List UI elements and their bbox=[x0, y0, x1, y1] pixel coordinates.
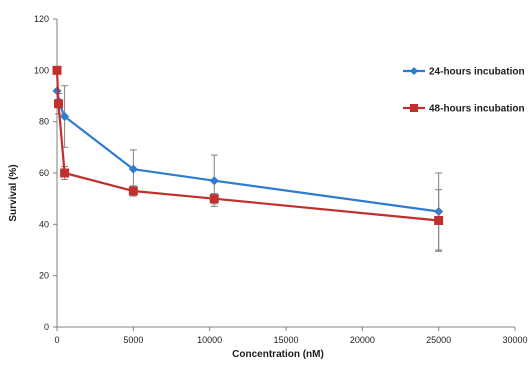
x-tick-label: 15000 bbox=[273, 335, 298, 345]
data-point bbox=[434, 215, 444, 225]
x-tick-label: 25000 bbox=[426, 335, 451, 345]
x-tick-label: 5000 bbox=[123, 335, 143, 345]
legend-label: 48-hours incubation bbox=[429, 104, 525, 115]
data-point bbox=[60, 168, 70, 178]
data-point bbox=[60, 112, 70, 122]
y-tick-label: 0 bbox=[44, 322, 49, 332]
y-tick-label: 60 bbox=[39, 168, 49, 178]
x-tick-label: 10000 bbox=[197, 335, 222, 345]
series-line bbox=[55, 90, 439, 213]
series-1 bbox=[52, 85, 444, 251]
legend-item: 24-hours incubation bbox=[403, 67, 525, 78]
series-line bbox=[55, 70, 439, 222]
y-axis-title: Survival (%) bbox=[8, 164, 19, 221]
series-layer bbox=[52, 65, 444, 252]
data-point bbox=[54, 99, 64, 109]
y-tick-label: 40 bbox=[39, 219, 49, 229]
y-tick-label: 80 bbox=[39, 117, 49, 127]
data-point bbox=[52, 65, 62, 75]
legend-item: 48-hours incubation bbox=[403, 104, 525, 115]
x-tick-label: 0 bbox=[54, 335, 59, 345]
y-tick-label: 100 bbox=[34, 65, 49, 75]
legend-label: 24-hours incubation bbox=[429, 67, 525, 78]
data-point bbox=[128, 164, 138, 174]
x-tick-label: 30000 bbox=[502, 335, 527, 345]
legend: 24-hours incubation 48-hours incubation bbox=[403, 67, 525, 115]
axes-group: 0 20 40 60 80 100 120 0 5000 10000 15000 20000 25000… bbox=[34, 14, 528, 345]
series-2 bbox=[52, 65, 444, 252]
data-point bbox=[209, 176, 219, 186]
x-axis-title: Concentration (nM) bbox=[232, 349, 324, 360]
y-tick-label: 20 bbox=[39, 271, 49, 281]
data-point bbox=[128, 186, 138, 196]
y-tick-label: 120 bbox=[34, 14, 49, 24]
legend-swatch-marker bbox=[410, 104, 418, 112]
legend-swatch-marker bbox=[410, 67, 418, 75]
x-tick-label: 20000 bbox=[350, 335, 375, 345]
data-point bbox=[209, 194, 219, 204]
